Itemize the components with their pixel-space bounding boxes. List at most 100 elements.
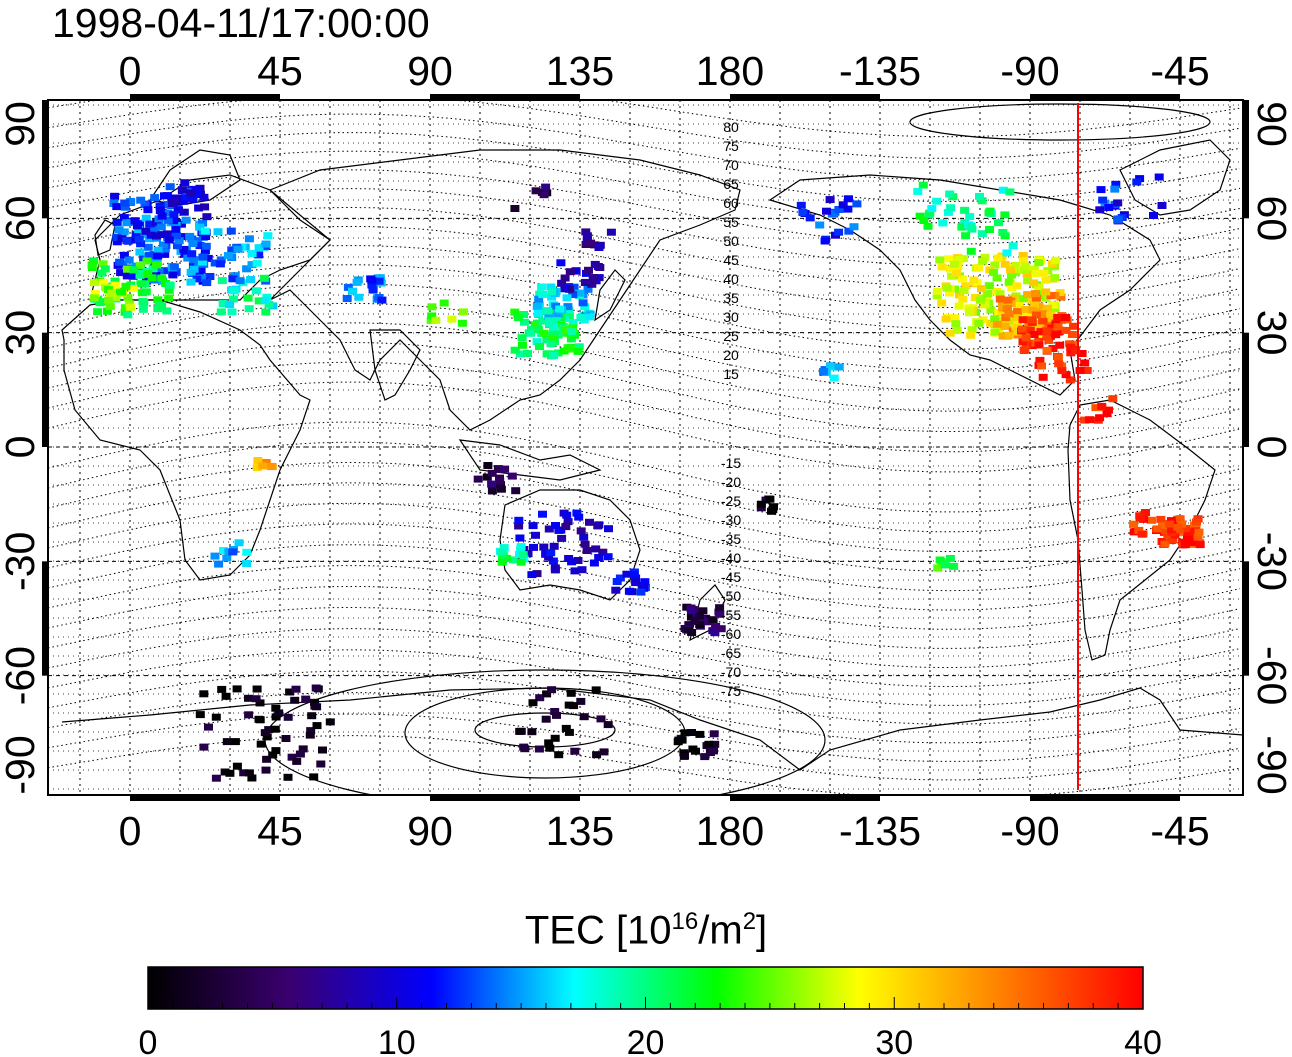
tec-point [181, 216, 191, 224]
tec-point [130, 217, 140, 225]
bottom-lon-label: 90 [407, 808, 453, 854]
left-lat-label: -60 [0, 646, 43, 705]
tec-point [1006, 266, 1016, 274]
tec-point [153, 252, 163, 260]
tec-point [828, 210, 838, 218]
tec-point [944, 255, 954, 263]
tec-point [582, 232, 592, 240]
tec-point [1011, 323, 1021, 331]
tec-point [500, 465, 510, 473]
tec-point [549, 352, 558, 359]
tec-point [1041, 294, 1051, 302]
tec-point [1019, 347, 1029, 354]
coast-greenland [1119, 139, 1231, 216]
tec-point [959, 287, 969, 295]
tec-point [199, 743, 209, 751]
tec-point [932, 292, 942, 300]
tec-point [529, 543, 538, 551]
tec-point [1042, 333, 1052, 341]
tec-point [508, 556, 518, 564]
tec-point [550, 566, 560, 574]
tec-point [169, 217, 179, 225]
tec-point [366, 275, 376, 283]
tec-point [254, 251, 264, 259]
tec-point [1097, 402, 1107, 410]
tec-point [1023, 291, 1033, 299]
tec-point [153, 296, 163, 304]
tec-point [499, 544, 509, 552]
tec-point [938, 219, 948, 227]
tec-point [1046, 311, 1056, 319]
tec-point [458, 308, 468, 316]
tec-point [244, 769, 254, 777]
tec-point [989, 268, 998, 276]
tec-point [544, 739, 554, 747]
tec-point [990, 261, 1000, 269]
tec-point [1021, 262, 1031, 270]
tec-point [116, 269, 126, 277]
tec-point [550, 708, 560, 715]
tec-point [996, 316, 1006, 324]
tec-point [473, 475, 483, 483]
tec-point [261, 766, 271, 774]
tec-point [548, 557, 558, 565]
tec-point [252, 685, 262, 693]
colorbar-title: TEC [1016/m2] [524, 908, 768, 953]
tec-point [211, 713, 221, 721]
tec-point [1048, 315, 1057, 323]
tec-point [983, 290, 993, 298]
tec-point [1038, 317, 1048, 325]
tec-point [495, 465, 505, 473]
top-lon-label: 45 [257, 48, 303, 94]
tec-point [516, 558, 526, 566]
tec-point [254, 297, 264, 305]
right-lat-label: 0 [1249, 436, 1292, 459]
tec-point [292, 757, 302, 765]
tec-point [201, 233, 211, 240]
tec-point [566, 335, 576, 343]
tec-point [128, 285, 138, 292]
tec-point [515, 727, 525, 735]
tec-point [274, 709, 284, 717]
tec-point [144, 235, 154, 243]
tec-point [551, 522, 560, 529]
tec-point [1051, 331, 1061, 339]
tec-point [515, 534, 525, 542]
tec-point [519, 318, 529, 326]
tec-point [566, 689, 576, 697]
tec-point [1192, 518, 1201, 526]
tec-point [122, 237, 132, 245]
tec-point [1056, 293, 1066, 301]
tec-point [174, 206, 183, 214]
tec-point [161, 280, 171, 287]
tec-point [247, 250, 257, 257]
contour-label: -35 [721, 531, 741, 547]
tec-point [487, 480, 497, 488]
tec-point [561, 523, 571, 531]
tec-point [527, 571, 537, 579]
top-lon-label: 90 [407, 48, 453, 94]
tec-point [222, 738, 232, 746]
tec-point [309, 773, 319, 781]
tec-point [487, 487, 497, 495]
tec-point [244, 305, 254, 313]
tec-point [123, 311, 133, 319]
tec-point [145, 251, 155, 259]
bottom-tick-bar [730, 795, 880, 801]
tec-point [233, 245, 243, 253]
tec-point [937, 263, 947, 271]
left-tick-bar [42, 332, 48, 447]
tec-point [1195, 541, 1205, 549]
tec-point [431, 316, 441, 324]
tec-point [1036, 323, 1046, 331]
tec-point [153, 246, 163, 254]
tec-point [136, 196, 146, 204]
tec-point [1189, 539, 1199, 546]
tec-point [1065, 376, 1075, 384]
contour-label: 60 [723, 195, 739, 211]
tec-point [143, 270, 153, 278]
tec-point [769, 503, 778, 511]
tec-point [965, 309, 975, 317]
tec-point [756, 504, 766, 512]
tec-point [1039, 269, 1049, 277]
